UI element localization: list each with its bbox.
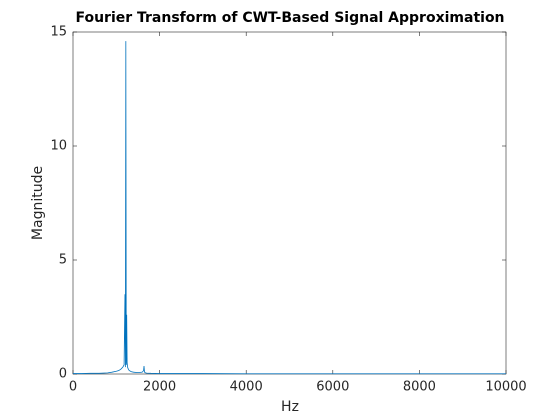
x-tick-label: 6000 (316, 380, 349, 395)
x-tick-label: 4000 (230, 380, 263, 395)
x-tick-label: 2000 (143, 380, 176, 395)
chart-title: Fourier Transform of CWT-Based Signal Ap… (75, 10, 504, 26)
y-tick-label: 10 (50, 139, 67, 154)
x-tick-label: 8000 (403, 380, 436, 395)
y-tick-label: 5 (59, 253, 67, 268)
x-tick-label: 10000 (485, 380, 526, 395)
line-series (73, 41, 506, 375)
x-axis-label: Hz (281, 399, 299, 415)
x-tick-label: 0 (69, 380, 77, 395)
y-tick-label: 0 (59, 367, 67, 382)
y-tick-label: 15 (50, 25, 67, 40)
y-axis-label: Magnitude (30, 166, 46, 240)
